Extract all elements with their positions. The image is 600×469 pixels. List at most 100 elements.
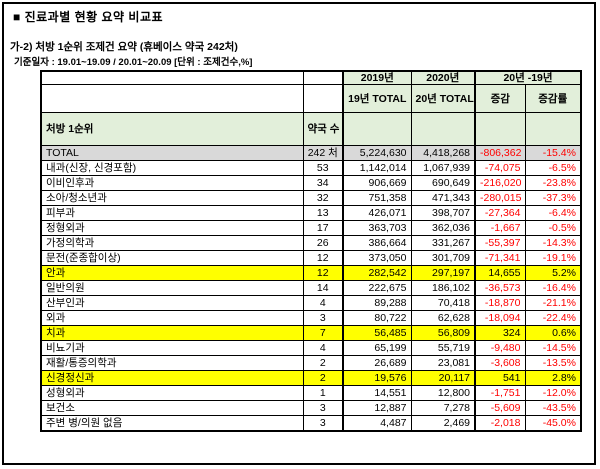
cell-y2019: 19,576 (342, 370, 412, 387)
cell-change-rate: -23.8% (524, 175, 582, 192)
cell-change: -9,480 (474, 340, 526, 357)
cell-change-rate: 2.8% (524, 370, 582, 387)
cell-y2020: 398,707 (410, 205, 476, 222)
cell-change: -18,870 (474, 295, 526, 312)
cell-y2020: 297,197 (410, 265, 476, 282)
table-row: 가정의학과 26 386,664 331,267 -55,397 -14.3% (40, 235, 582, 252)
cell-change: 324 (474, 325, 526, 342)
cell-y2020: 23,081 (410, 355, 476, 372)
cell-y2019: 386,664 (342, 235, 412, 252)
table-row: 외과 3 80,722 62,628 -18,094 -22.4% (40, 310, 582, 327)
cell-change-rate: 5.2% (524, 265, 582, 282)
cell-name: 이비인후과 (40, 175, 304, 192)
cell-y2019: 4,487 (342, 415, 412, 432)
cell-change: 14,655 (474, 265, 526, 282)
blank-green-cell (524, 112, 582, 147)
cell-y2020: 20,117 (410, 370, 476, 387)
cell-change-rate: -15.4% (524, 145, 582, 162)
cell-pharmacies: 34 (302, 175, 344, 192)
table-row: 산부인과 4 89,288 70,418 -18,870 -21.1% (40, 295, 582, 312)
cell-y2020: 62,628 (410, 310, 476, 327)
cell-change: -216,020 (474, 175, 526, 192)
cell-change-rate: 0.6% (524, 325, 582, 342)
col-header-pharmacy-count: 약국 수 (302, 112, 344, 147)
cell-pharmacies: 4 (302, 340, 344, 357)
cell-pharmacies: 14 (302, 280, 344, 297)
cell-y2020: 690,649 (410, 175, 476, 192)
cell-y2020: 70,418 (410, 295, 476, 312)
cell-change: -27,364 (474, 205, 526, 222)
cell-change: -3,608 (474, 355, 526, 372)
cell-y2019: 56,485 (342, 325, 412, 342)
cell-change-rate: -16.4% (524, 280, 582, 297)
col-header-2020: 2020년 (410, 70, 476, 86)
cell-name: 안과 (40, 265, 304, 282)
cell-change: -5,609 (474, 400, 526, 417)
cell-name: 피부과 (40, 205, 304, 222)
cell-pharmacies: 3 (302, 415, 344, 432)
cell-change-rate: -14.5% (524, 340, 582, 357)
cell-change: 541 (474, 370, 526, 387)
date-range-note: 기준일자 : 19.01~19.09 / 20.01~20.09 [단위 : 조… (14, 57, 253, 68)
table-row: 문전(준종합이상) 12 373,050 301,709 -71,341 -19.1% (40, 250, 582, 267)
cell-pharmacies: 4 (302, 295, 344, 312)
blank-cell (40, 70, 304, 86)
table-row: 피부과 13 426,071 398,707 -27,364 -6.4% (40, 205, 582, 222)
highlight-row: 안과 12 282,542 297,197 14,655 5.2% (40, 265, 582, 282)
cell-name: 재활/통증의학과 (40, 355, 304, 372)
blank-green-cell (410, 112, 476, 147)
cell-y2019: 80,722 (342, 310, 412, 327)
year-header-row: 2019년 2020년 20년 -19년 (40, 70, 582, 86)
cell-y2019: 5,224,630 (342, 145, 412, 162)
cell-change-rate: -19.1% (524, 250, 582, 267)
cell-y2019: 89,288 (342, 295, 412, 312)
cell-y2020: 56,809 (410, 325, 476, 342)
table-caption: 가-2) 처방 1순위 조제건 요약 (휴베이스 약국 242처) (10, 41, 238, 53)
cell-y2019: 222,675 (342, 280, 412, 297)
cell-y2019: 426,071 (342, 205, 412, 222)
cell-y2019: 65,199 (342, 340, 412, 357)
cell-name: 성형외과 (40, 385, 304, 402)
cell-change-rate: -21.1% (524, 295, 582, 312)
cell-change-rate: -14.3% (524, 235, 582, 252)
cell-change-rate: -13.5% (524, 355, 582, 372)
table-row: 내과(신장, 신경포함) 53 1,142,014 1,067,939 -74,075-… (40, 160, 582, 177)
table-row: 이비인후과 34 906,669 690,649 -216,020 -23.8% (40, 175, 582, 192)
highlight-row: 치과 7 56,485 56,809 324 0.6% (40, 325, 582, 342)
cell-y2019: 751,358 (342, 190, 412, 207)
cell-name: 내과(신장, 신경포함) (40, 160, 304, 177)
cell-y2020: 471,343 (410, 190, 476, 207)
col-header-diff-group: 20년 -19년 (474, 70, 582, 86)
cell-pharmacies: 1 (302, 385, 344, 402)
cell-y2019: 26,689 (342, 355, 412, 372)
cell-change: -18,094 (474, 310, 526, 327)
cell-y2020: 301,709 (410, 250, 476, 267)
cell-y2020: 2,469 (410, 415, 476, 432)
cell-pharmacies: 17 (302, 220, 344, 237)
cell-change-rate: -22.4% (524, 310, 582, 327)
total-row: TOTAL 242 처 5,224,630 4,418,268 -806,362 -15.… (40, 145, 582, 162)
cell-name: 문전(준종합이상) (40, 250, 304, 267)
cell-change: -71,341 (474, 250, 526, 267)
cell-change: -1,667 (474, 220, 526, 237)
subheader-row: 19년 TOTAL 20년 TOTAL 증감 증감률 (40, 84, 582, 114)
cell-pharmacies: 53 (302, 160, 344, 177)
cell-name: 산부인과 (40, 295, 304, 312)
cell-name: 정형외과 (40, 220, 304, 237)
cell-y2020: 4,418,268 (410, 145, 476, 162)
cell-y2020: 186,102 (410, 280, 476, 297)
cell-change: -36,573 (474, 280, 526, 297)
cell-change: -74,075 (474, 160, 526, 177)
cell-pharmacies: 7 (302, 325, 344, 342)
table-row: 주변 병/의원 없음 3 4,487 2,469 -2,018 -45.0% (40, 415, 582, 432)
table-row: 일반의원 14 222,675 186,102 -36,573 -16.4% (40, 280, 582, 297)
col-header-change-rate: 증감률 (524, 84, 582, 114)
cell-name: 주변 병/의원 없음 (40, 415, 304, 432)
cell-pharmacies: 12 (302, 265, 344, 282)
cell-name: 일반의원 (40, 280, 304, 297)
cell-change: -1,751 (474, 385, 526, 402)
summary-table: 2019년 2020년 20년 -19년 19년 TOTAL 20년 TOTAL… (40, 70, 582, 432)
col-header-2019: 2019년 (342, 70, 412, 86)
cell-change-rate: -37.3% (524, 190, 582, 207)
cell-change: -55,397 (474, 235, 526, 252)
